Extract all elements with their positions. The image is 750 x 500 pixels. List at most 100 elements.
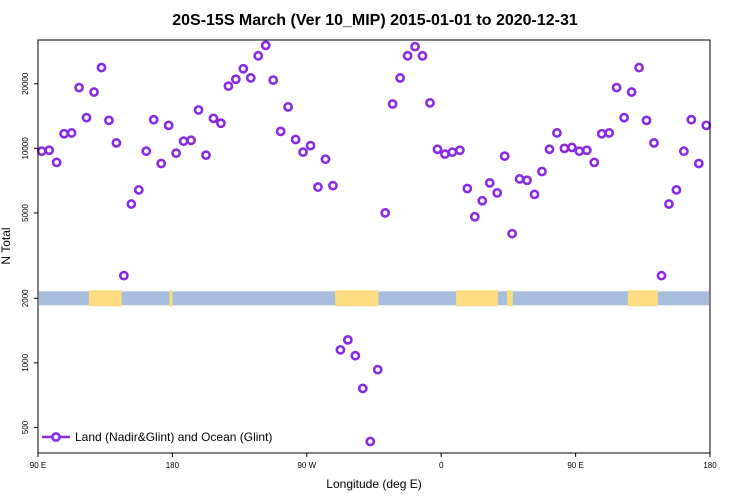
data-point xyxy=(260,40,271,51)
data-point xyxy=(507,228,518,239)
data-point xyxy=(59,128,70,139)
data-point xyxy=(514,174,525,184)
data-point xyxy=(126,199,137,209)
data-point xyxy=(596,128,607,139)
data-point xyxy=(380,208,391,218)
data-point xyxy=(671,185,682,195)
data-point xyxy=(223,81,234,92)
data-point xyxy=(148,114,159,125)
y-tick-label: 10000 xyxy=(21,137,30,160)
data-point xyxy=(51,157,62,168)
x-axis-ticks: 90 E 180 90 W 0 90 E 180 xyxy=(30,453,717,470)
data-point xyxy=(163,120,174,131)
data-point xyxy=(186,135,196,146)
x-tick-label: 180 xyxy=(703,461,717,470)
data-point xyxy=(537,166,547,177)
data-point xyxy=(365,436,376,447)
data-point xyxy=(581,145,592,156)
data-point xyxy=(492,187,503,198)
data-point xyxy=(656,270,667,281)
chart-title: 20S-15S March (Ver 10_MIP) 2015-01-01 to… xyxy=(172,12,578,29)
x-axis-label: Longitude (deg E) xyxy=(326,477,421,491)
data-point xyxy=(686,114,697,125)
data-point xyxy=(589,157,600,168)
legend-marker xyxy=(51,432,61,442)
data-point xyxy=(499,151,510,162)
data-point xyxy=(357,383,368,394)
data-point xyxy=(156,158,167,169)
data-point xyxy=(387,99,398,109)
data-point xyxy=(454,145,465,156)
data-point xyxy=(111,138,122,148)
y-axis-ticks: 500 1000 2000 5000 10000 20000 xyxy=(21,72,38,434)
data-point xyxy=(216,118,226,129)
data-point xyxy=(275,126,286,137)
data-point xyxy=(141,146,152,157)
data-point xyxy=(253,50,264,61)
y-tick-label: 2000 xyxy=(21,289,30,307)
land-segment xyxy=(88,290,122,307)
data-point xyxy=(574,146,585,157)
data-point xyxy=(74,82,84,93)
data-point xyxy=(693,158,704,169)
data-point xyxy=(36,146,47,157)
data-point xyxy=(544,144,555,155)
data-point xyxy=(559,143,570,154)
data-point xyxy=(417,50,428,61)
data-point xyxy=(283,102,294,112)
data-point xyxy=(245,73,256,83)
data-point xyxy=(462,183,473,194)
data-point xyxy=(649,138,659,148)
data-point xyxy=(193,105,204,115)
data-point xyxy=(566,142,577,153)
data-point xyxy=(66,128,77,138)
y-tick-label: 500 xyxy=(21,420,30,434)
data-point xyxy=(469,211,480,222)
data-point xyxy=(104,115,114,126)
x-tick-label: 90 W xyxy=(297,461,316,470)
data-point xyxy=(290,134,301,145)
data-point xyxy=(313,182,323,192)
data-point xyxy=(522,175,532,186)
data-point xyxy=(96,62,107,73)
data-point xyxy=(701,120,712,131)
y-axis-label: N Total xyxy=(0,227,13,264)
data-point xyxy=(678,146,689,157)
data-point xyxy=(320,154,331,165)
data-point xyxy=(477,195,488,206)
data-point xyxy=(410,41,420,52)
data-point xyxy=(529,189,540,200)
land-ocean-band xyxy=(39,290,709,307)
x-tick-label: 90 E xyxy=(567,461,583,470)
data-point xyxy=(664,199,674,209)
data-point xyxy=(208,113,219,124)
data-point xyxy=(81,112,92,123)
data-point xyxy=(89,87,99,97)
data-point xyxy=(440,149,450,160)
legend-label: Land (Nadir&Glint) and Ocean (Glint) xyxy=(75,430,272,444)
data-point xyxy=(328,180,338,191)
data-point xyxy=(402,50,413,61)
plot-frame xyxy=(37,39,711,454)
data-points xyxy=(36,40,712,447)
data-point xyxy=(641,115,652,126)
legend: Land (Nadir&Glint) and Ocean (Glint) xyxy=(42,430,272,444)
y-tick-label: 5000 xyxy=(21,203,30,221)
data-point xyxy=(350,350,361,361)
data-point xyxy=(178,136,189,147)
land-segment xyxy=(169,290,173,307)
data-point xyxy=(604,128,615,138)
data-point xyxy=(201,150,211,161)
data-point xyxy=(552,128,562,138)
data-point xyxy=(305,140,316,151)
data-point xyxy=(634,62,644,73)
data-point xyxy=(619,112,630,123)
data-point xyxy=(118,270,129,281)
data-point xyxy=(230,74,241,85)
data-point xyxy=(171,148,182,159)
data-point xyxy=(611,82,622,93)
x-tick-label: 90 E xyxy=(30,461,46,470)
land-segment xyxy=(456,290,498,307)
data-point xyxy=(342,334,353,345)
